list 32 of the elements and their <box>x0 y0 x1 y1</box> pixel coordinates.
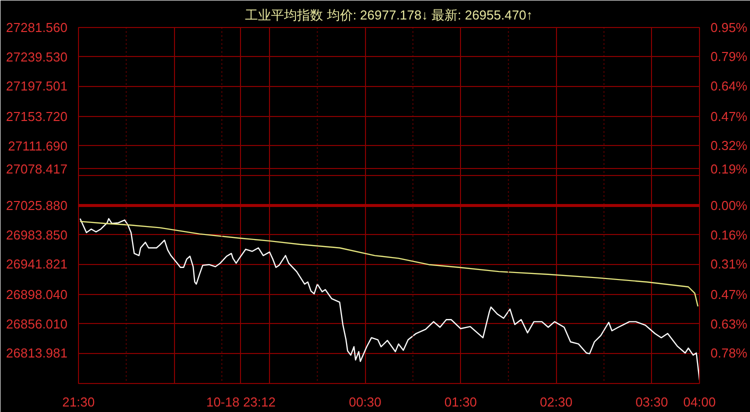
y2-tick-label: 0.63% <box>710 316 748 332</box>
y-tick-label: 27078.417 <box>6 161 68 176</box>
y2-tick-label: 0.00% <box>710 198 748 213</box>
y-tick-label: 26856.010 <box>6 316 68 332</box>
x-tick-label: 03:30 <box>635 394 668 410</box>
y2-tick-label: 0.79% <box>710 49 748 64</box>
y2-tick-label: 0.47% <box>710 109 748 124</box>
x-tick-label: 10-18 23:12 <box>206 394 276 410</box>
chart-title: 工业平均指数 均价: 26977.178↓ 最新: 26955.470↑ <box>245 8 533 22</box>
y2-tick-label: 0.19% <box>710 161 748 176</box>
y-tick-label: 26898.040 <box>6 287 68 302</box>
y2-tick-label: 0.78% <box>710 346 748 361</box>
y-tick-label: 26983.850 <box>6 227 68 242</box>
y2-tick-label: 0.16% <box>710 227 748 242</box>
y2-tick-label: 0.47% <box>710 287 748 302</box>
y-tick-label: 26941.821 <box>6 256 68 272</box>
y-tick-label: 26813.981 <box>6 346 68 361</box>
y-tick-label: 27153.720 <box>6 109 68 124</box>
y-tick-label: 27111.690 <box>8 138 68 154</box>
y-tick-label: 27281.560 <box>6 20 68 35</box>
y2-tick-label: 0.32% <box>710 138 748 154</box>
x-tick-label: 04:00 <box>683 394 716 410</box>
y2-tick-label: 0.31% <box>710 256 748 272</box>
y-tick-label: 27197.501 <box>6 78 68 94</box>
y-tick-label: 27025.880 <box>6 198 68 213</box>
y2-tick-label: 0.95% <box>710 20 748 35</box>
x-tick-label: 01:30 <box>444 394 477 410</box>
y-tick-label: 27239.530 <box>6 49 68 64</box>
x-tick-label: 00:30 <box>348 394 382 410</box>
y2-tick-label: 0.64% <box>710 78 748 94</box>
x-tick-label: 21:30 <box>62 394 95 410</box>
x-tick-label: 02:30 <box>540 394 572 410</box>
